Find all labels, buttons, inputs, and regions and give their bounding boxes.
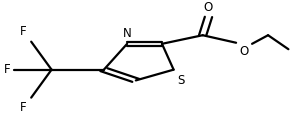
- Text: O: O: [239, 45, 248, 58]
- Text: F: F: [20, 101, 27, 114]
- Text: F: F: [4, 63, 11, 76]
- Text: N: N: [123, 26, 131, 40]
- Text: O: O: [204, 1, 213, 14]
- Text: F: F: [20, 25, 27, 38]
- Text: S: S: [177, 74, 185, 87]
